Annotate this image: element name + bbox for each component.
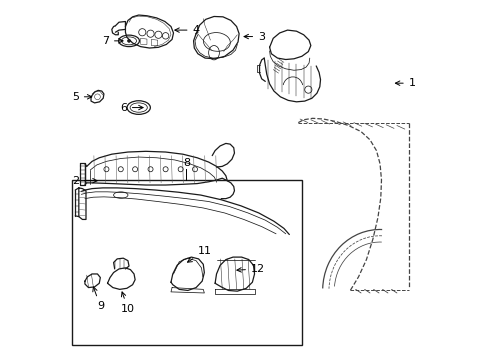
Bar xyxy=(72,180,301,345)
Circle shape xyxy=(127,40,130,42)
Text: 1: 1 xyxy=(395,78,415,88)
Text: 5: 5 xyxy=(72,92,92,102)
Text: 8: 8 xyxy=(183,158,189,168)
Text: 2: 2 xyxy=(72,176,97,186)
Text: 7: 7 xyxy=(102,36,123,46)
Text: 12: 12 xyxy=(236,264,264,274)
Text: 10: 10 xyxy=(121,292,135,314)
Text: 4: 4 xyxy=(175,25,199,35)
Text: 6: 6 xyxy=(120,103,143,113)
Text: 9: 9 xyxy=(93,287,103,311)
Text: 3: 3 xyxy=(244,32,264,41)
Text: 11: 11 xyxy=(187,246,211,262)
